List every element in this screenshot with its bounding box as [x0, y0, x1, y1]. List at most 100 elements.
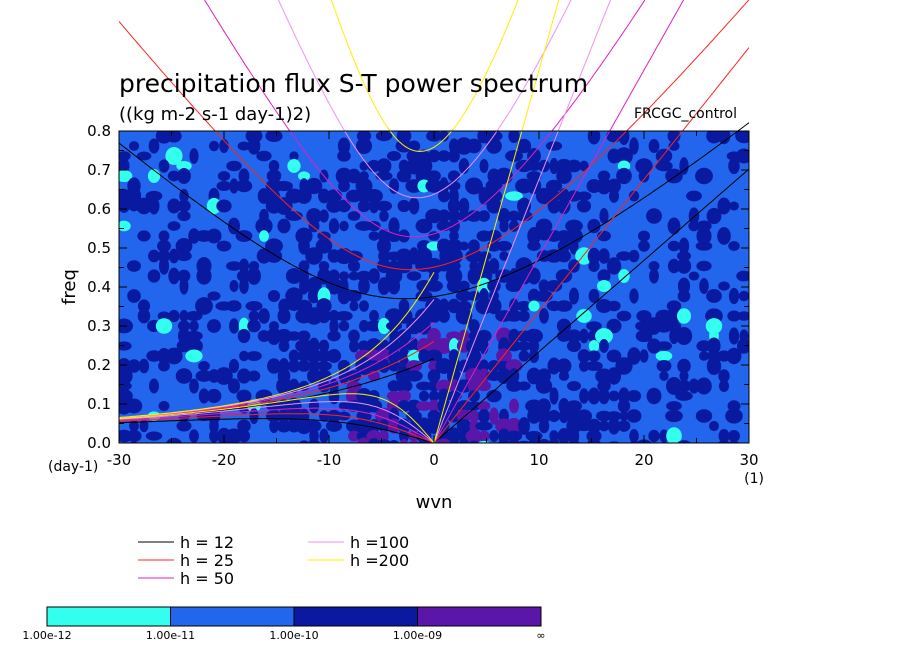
field-cell: [216, 240, 232, 252]
field-cell: [347, 260, 361, 272]
field-cell: [579, 328, 589, 344]
field-cell: [359, 161, 369, 171]
field-cell: [667, 217, 681, 235]
field-cell: [148, 249, 160, 263]
field-cell: [189, 429, 199, 443]
field-cell: [387, 277, 401, 295]
field-cell: [176, 420, 192, 432]
field-cell: [355, 177, 373, 195]
field-cell: [528, 437, 540, 443]
field-cell: [607, 178, 621, 194]
field-cell: [666, 321, 682, 331]
field-cell: [597, 269, 611, 283]
field-cell: [688, 378, 700, 394]
y-tick-label: 0.8: [87, 122, 111, 140]
field-cell: [328, 218, 340, 234]
field-cell: [566, 329, 582, 343]
field-cell: [376, 238, 392, 254]
field-cell: [276, 328, 292, 344]
field-cell: [245, 300, 263, 312]
field-cell: [407, 349, 421, 363]
field-cell: [256, 150, 272, 162]
field-cell: [576, 191, 592, 201]
field-cell: [595, 328, 613, 344]
field-cell: [587, 350, 601, 362]
field-cell: [586, 429, 602, 443]
x-tick-label: -10: [317, 451, 342, 469]
field-cell: [647, 338, 661, 354]
colorbar-label: ∞: [536, 629, 545, 642]
field-cell: [637, 230, 651, 242]
field-cell: [586, 321, 602, 331]
colorbar-swatch: [293, 606, 418, 627]
field-cell: [285, 287, 303, 305]
y-tick-label: 0.3: [87, 317, 111, 335]
field-cell: [318, 410, 330, 422]
field-cell: [249, 407, 259, 425]
field-cell: [555, 269, 573, 283]
field-cell: [406, 399, 422, 413]
field-cell: [526, 161, 542, 171]
field-cell: [137, 308, 151, 324]
field-cell: [626, 409, 642, 423]
field-cell: [659, 370, 669, 382]
field-cell: [289, 151, 299, 161]
field-cell: [425, 208, 443, 224]
field-cell: [337, 137, 351, 155]
dispersion-kw-h50: [433, 0, 685, 443]
field-cell: [229, 280, 239, 292]
field-cell: [587, 387, 601, 405]
field-cell: [468, 330, 480, 342]
field-cell: [696, 377, 712, 395]
field-cell: [518, 310, 530, 322]
field-cell: [439, 131, 449, 142]
field-cell: [465, 177, 483, 195]
field-cell: [189, 378, 199, 394]
field-cell: [598, 420, 610, 432]
field-cell: [386, 390, 402, 402]
field-cell: [539, 308, 549, 324]
field-cell: [499, 251, 509, 261]
colorbar-label: 1.00e-10: [269, 629, 318, 642]
field-cell: [137, 299, 151, 313]
field-cell: [565, 400, 583, 412]
field-cell: [728, 440, 740, 443]
colorbar-swatch: [417, 606, 542, 627]
field-cell: [706, 289, 722, 303]
field-cell: [316, 369, 332, 383]
field-cell: [509, 298, 519, 314]
field-cell: [446, 331, 462, 341]
field-cell: [478, 210, 490, 222]
field-cell: [407, 140, 421, 152]
field-cell: [188, 228, 200, 244]
field-cell: [616, 310, 632, 322]
field-cell: [556, 358, 572, 374]
field-cell: [629, 428, 639, 443]
field-cell: [446, 211, 462, 221]
field-cell: [476, 329, 492, 343]
field-cell: [478, 440, 490, 443]
field-cell: [446, 391, 462, 401]
field-cell: [418, 349, 430, 363]
field-cell: [428, 399, 440, 413]
field-cell: [639, 349, 649, 363]
field-cell: [208, 140, 220, 152]
field-cell: [556, 318, 572, 334]
field-cell: [718, 281, 730, 291]
field-cell: [149, 378, 159, 394]
field-cell: [599, 208, 609, 224]
colorbar-label: 1.00e-09: [393, 629, 442, 642]
field-cell: [505, 280, 523, 292]
field-cell: [477, 401, 491, 411]
field-cell: [215, 367, 233, 385]
field-cell: [428, 231, 440, 241]
field-cell: [666, 427, 682, 443]
field-cell: [275, 180, 293, 192]
field-cell: [295, 227, 313, 245]
field-cell: [465, 249, 483, 263]
field-cell: [498, 439, 510, 443]
field-cell: [287, 159, 301, 173]
field-cell: [466, 401, 482, 411]
field-cell: [189, 320, 199, 332]
field-cell: [728, 430, 740, 442]
